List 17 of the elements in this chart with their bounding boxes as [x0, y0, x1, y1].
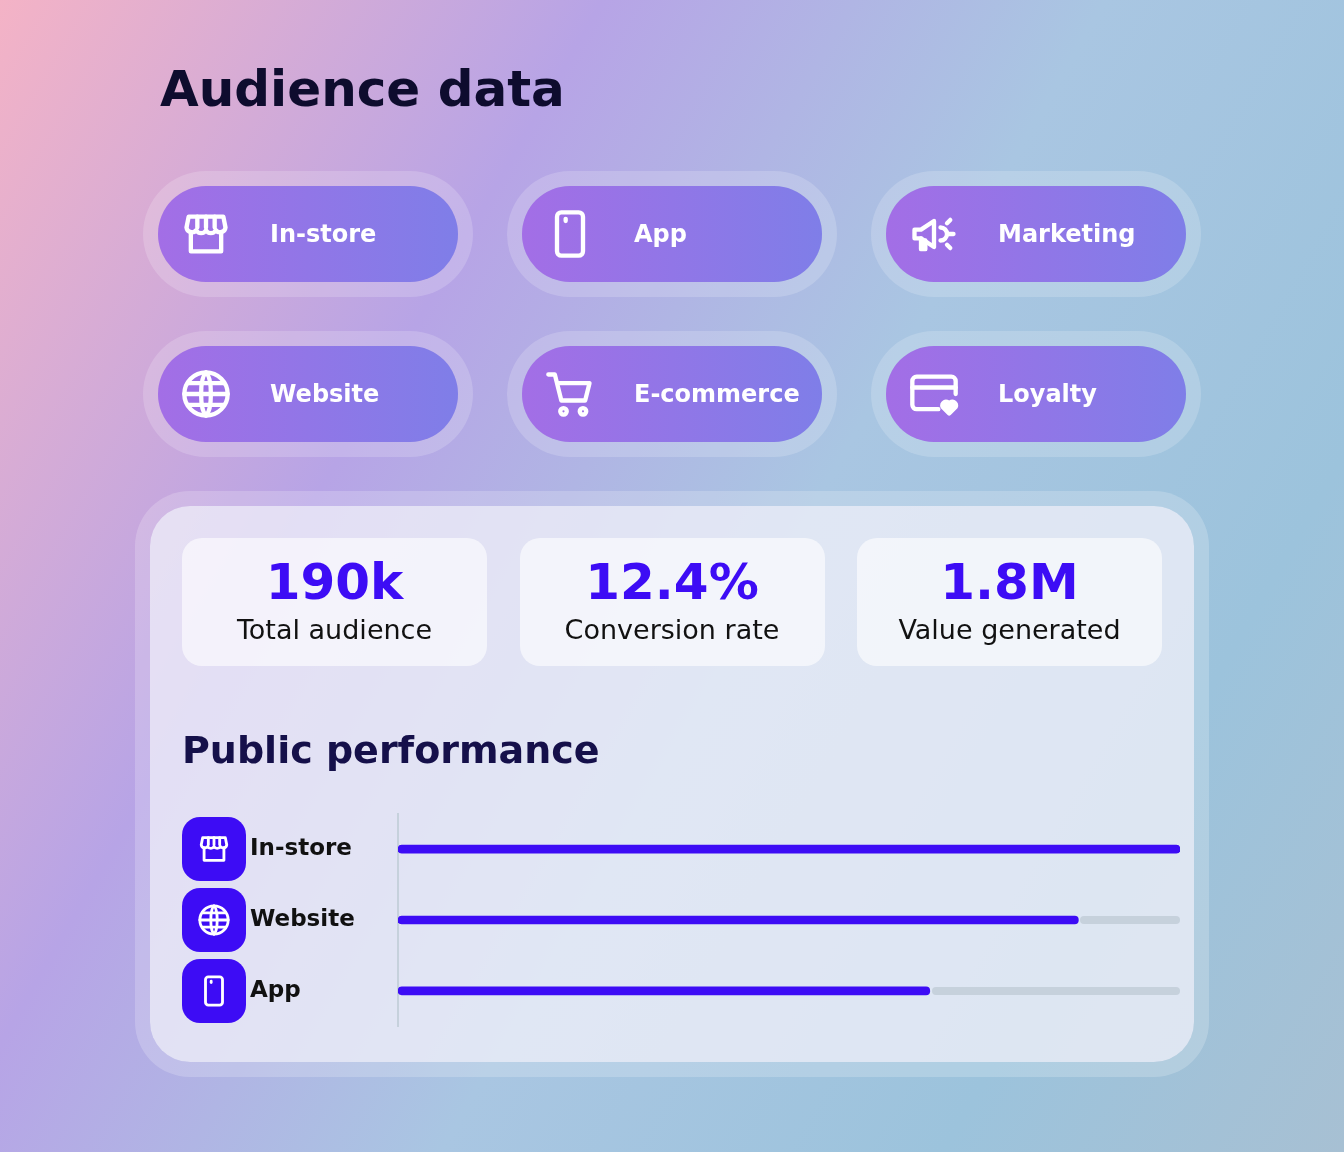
text: 12.4% [584, 553, 760, 611]
text: 190k [264, 553, 405, 611]
text: In-store [270, 220, 377, 248]
y-tick-label: App [250, 975, 301, 1002]
chart-title: Public performance [182, 728, 600, 772]
text: Audience data [160, 60, 565, 118]
y-tick-label: Website [250, 904, 355, 931]
y-tick-label: In-store [250, 834, 352, 861]
text: App [634, 220, 687, 248]
text: Marketing [998, 220, 1136, 248]
text: Total audience [235, 614, 434, 645]
text: 1.8M [939, 553, 1080, 611]
text: Value generated [897, 614, 1122, 645]
text: E-commerce [634, 380, 800, 408]
text: Loyalty [998, 380, 1097, 408]
text: Conversion rate [563, 614, 781, 645]
text: Website [270, 380, 380, 408]
